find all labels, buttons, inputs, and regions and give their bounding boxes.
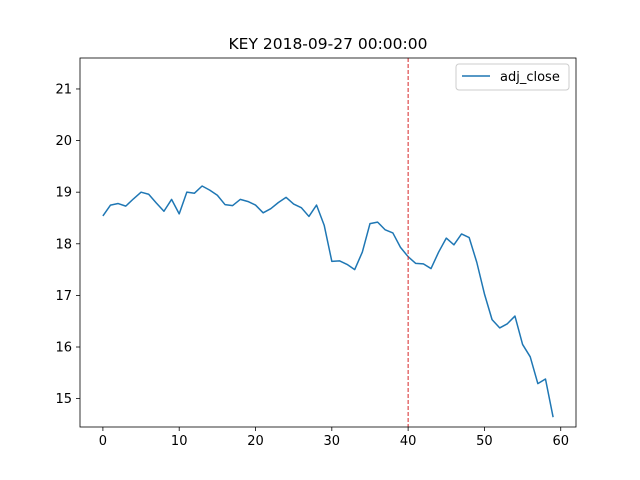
y-tick-label: 19 [55,186,72,201]
x-tick-label: 50 [476,434,493,449]
x-tick-label: 0 [99,434,107,449]
y-tick-label: 15 [55,392,72,407]
x-tick-label: 10 [171,434,188,449]
chart-title: KEY 2018-09-27 00:00:00 [229,35,428,53]
y-tick-label: 17 [55,289,72,304]
x-tick-label: 40 [400,434,417,449]
legend: adj_close [455,63,570,91]
y-tick-label: 16 [55,341,72,356]
legend-label-adj-close: adj_close [500,70,560,85]
legend-box [455,63,570,91]
series-line-adj-close [102,185,554,418]
axes: 0 10 20 30 40 50 60 15 16 17 18 19 20 21 [55,57,577,449]
y-tick-label: 21 [55,82,72,97]
y-tick-label: 20 [55,134,72,149]
plot-area [102,58,554,427]
x-tick-label: 20 [247,434,264,449]
y-tick-label: 18 [55,237,72,252]
x-tick-label: 30 [324,434,341,449]
axes-frame [79,57,577,428]
x-tick-label: 60 [552,434,569,449]
